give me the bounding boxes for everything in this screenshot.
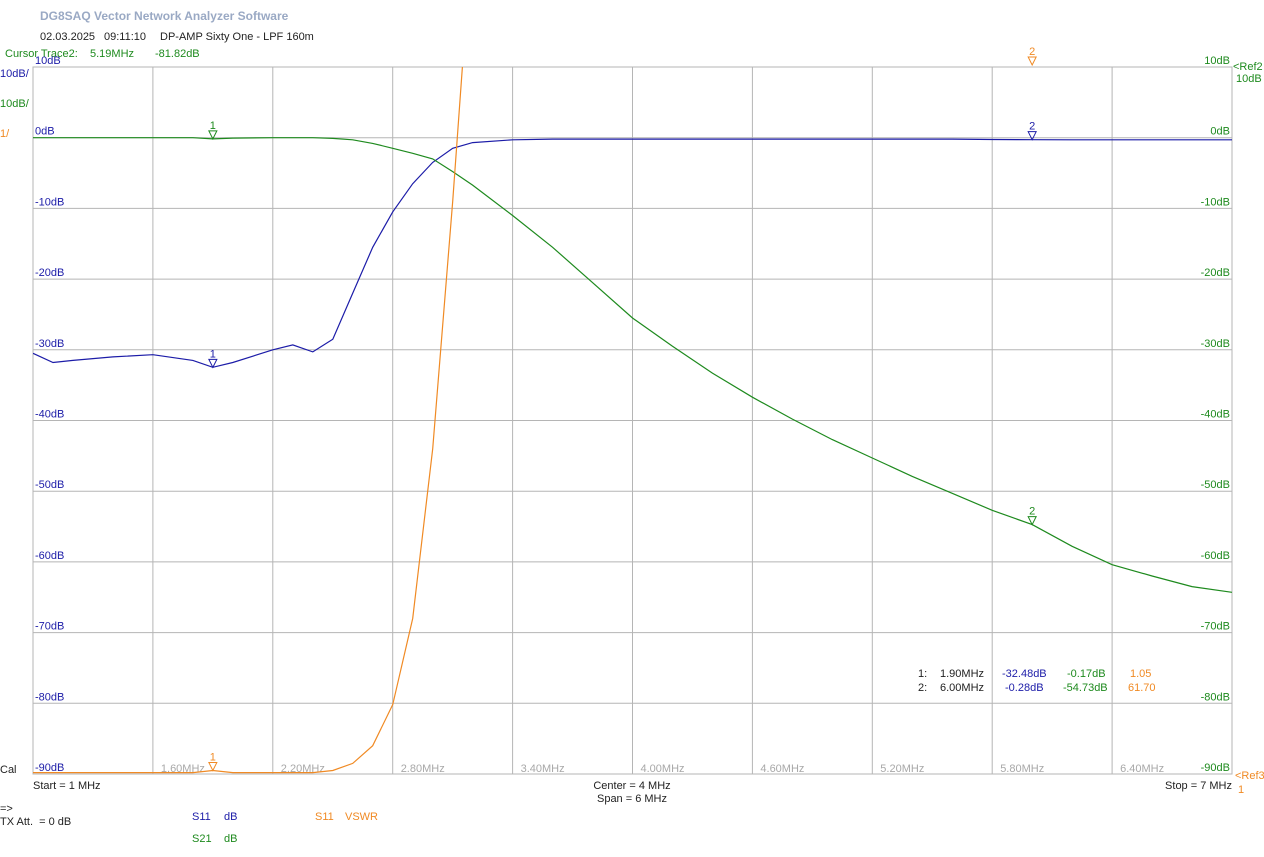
marker-table-cell: 1: xyxy=(918,668,927,680)
y-tick-label: -50dB xyxy=(35,479,64,491)
time: 09:11:10 xyxy=(104,31,146,43)
y-tick-label: -10dB xyxy=(35,196,64,208)
ref3: <Ref3 xyxy=(1235,770,1264,782)
x-tick-label: 1.60MHz xyxy=(161,763,205,775)
y-tick-label-right: -80dB xyxy=(1201,691,1230,703)
y-tick-label-right: -20dB xyxy=(1201,267,1230,279)
tx-att: TX Att. = 0 dB xyxy=(0,816,71,828)
legend-name: S11 xyxy=(192,811,211,823)
start-freq: Start = 1 MHz xyxy=(33,780,101,792)
marker-table-cell: 2: xyxy=(918,682,927,694)
y-tick-label: 10dB xyxy=(35,55,61,67)
trace-line xyxy=(33,138,1232,368)
y-tick-label-right: -60dB xyxy=(1201,550,1230,562)
cursor-label: Cursor Trace2: xyxy=(5,48,78,60)
ref3-value: 1 xyxy=(1238,784,1244,796)
marker-table-cell: -0.28dB xyxy=(1005,682,1044,694)
x-tick-label: 2.20MHz xyxy=(281,763,325,775)
legend-unit: VSWR xyxy=(345,811,378,823)
y-tick-label-right: -50dB xyxy=(1201,479,1230,491)
y-tick-label: -60dB xyxy=(35,550,64,562)
x-tick-label: 5.20MHz xyxy=(880,763,924,775)
marker-label: 1 xyxy=(210,120,216,132)
x-tick-label: 2.80MHz xyxy=(401,763,445,775)
legend-name: S11 xyxy=(315,811,334,823)
y-tick-label: -90dB xyxy=(35,762,64,774)
y-tick-label-right: -30dB xyxy=(1201,338,1230,350)
marker xyxy=(208,358,218,369)
y-tick-label-right: -70dB xyxy=(1201,621,1230,633)
trace-line xyxy=(33,67,463,774)
marker-table-cell: 1.90MHz xyxy=(940,668,984,680)
y-tick-label-right: -90dB xyxy=(1201,762,1230,774)
legend-name: S21 xyxy=(192,833,212,845)
x-tick-label: 5.80MHz xyxy=(1000,763,1044,775)
x-tick-label: 3.40MHz xyxy=(521,763,565,775)
scale-label: 10dB/ xyxy=(0,98,30,110)
legend-unit: dB xyxy=(224,811,237,823)
y-tick-label: -30dB xyxy=(35,338,64,350)
span: Span = 6 MHz xyxy=(597,793,667,805)
marker-label: 2 xyxy=(1029,506,1035,518)
marker xyxy=(1027,56,1037,67)
y-tick-label: -20dB xyxy=(35,267,64,279)
ref2-value: 10dB xyxy=(1236,73,1262,85)
marker xyxy=(1027,131,1037,141)
cal: Cal xyxy=(0,764,17,776)
y-tick-label: -70dB xyxy=(35,621,64,633)
scale-label: 1/ xyxy=(0,128,10,140)
x-tick-label: 6.40MHz xyxy=(1120,763,1164,775)
y-tick-label-right: 0dB xyxy=(1210,126,1230,138)
x-tick-label: 4.00MHz xyxy=(641,763,685,775)
marker-table-cell: -0.17dB xyxy=(1067,668,1106,680)
measurement: DP-AMP Sixty One - LPF 160m xyxy=(160,31,314,43)
marker-table-cell: -32.48dB xyxy=(1002,668,1047,680)
app-title: DG8SAQ Vector Network Analyzer Software xyxy=(40,9,289,23)
x-tick-label: 4.60MHz xyxy=(760,763,804,775)
marker-table-cell: 6.00MHz xyxy=(940,682,984,694)
cursor-freq: 5.19MHz xyxy=(90,48,134,60)
y-tick-label-right: -40dB xyxy=(1201,409,1230,421)
legend-unit: dB xyxy=(224,833,237,845)
marker-label: 1 xyxy=(210,348,216,360)
marker-table-cell: 1.05 xyxy=(1130,668,1151,680)
center-freq: Center = 4 MHz xyxy=(593,780,670,792)
marker-table-cell: 61.70 xyxy=(1128,682,1156,694)
y-tick-label-right: -10dB xyxy=(1201,196,1230,208)
cursor-value: -81.82dB xyxy=(155,48,200,60)
y-tick-label: -80dB xyxy=(35,691,64,703)
marker xyxy=(208,130,218,141)
trace-line xyxy=(33,137,1232,593)
marker-label: 1 xyxy=(210,751,216,763)
arrow: => xyxy=(0,803,13,815)
ref2: <Ref2 xyxy=(1233,61,1263,73)
marker-table-cell: -54.73dB xyxy=(1063,682,1108,694)
marker xyxy=(1027,516,1037,526)
marker-label: 2 xyxy=(1029,46,1035,58)
y-tick-label-right: 10dB xyxy=(1204,55,1230,67)
y-tick-label: -40dB xyxy=(35,409,64,421)
y-tick-label: 0dB xyxy=(35,126,55,138)
date: 02.03.2025 xyxy=(40,31,95,43)
marker xyxy=(208,761,218,772)
scale-label: 10dB/ xyxy=(0,68,30,80)
stop-freq: Stop = 7 MHz xyxy=(1165,780,1232,792)
marker-label: 2 xyxy=(1029,121,1035,133)
